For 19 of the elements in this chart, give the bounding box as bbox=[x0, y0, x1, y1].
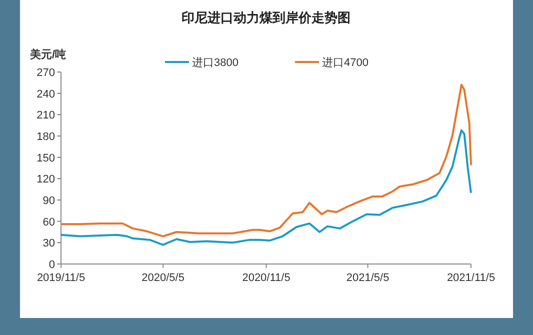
legend-label: 进口4700 bbox=[322, 56, 368, 69]
x-tick-label: 2020/11/5 bbox=[242, 272, 290, 284]
x-tick-label: 2021/11/5 bbox=[446, 272, 496, 284]
x-tick-label: 2019/11/5 bbox=[36, 272, 86, 284]
chart-title: 印尼进口动力煤到岸价走势图 bbox=[182, 10, 350, 25]
y-tick-label: 30 bbox=[42, 238, 55, 250]
y-tick-label: 180 bbox=[36, 131, 55, 143]
x-tick-label: 2020/5/5 bbox=[142, 272, 184, 284]
y-tick-label: 150 bbox=[36, 152, 55, 164]
y-tick-label: 90 bbox=[42, 195, 55, 207]
x-tick-label: 2021/5/5 bbox=[346, 272, 390, 284]
y-tick-label: 60 bbox=[42, 216, 55, 228]
y-tick-label: 240 bbox=[36, 88, 55, 100]
legend-label: 进口3800 bbox=[192, 56, 238, 69]
y-tick-label: 210 bbox=[36, 110, 55, 122]
y-axis-title: 美元/吨 bbox=[29, 48, 66, 61]
y-tick-label: 120 bbox=[36, 174, 55, 186]
y-tick-label: 0 bbox=[48, 259, 55, 271]
y-tick-label: 270 bbox=[36, 67, 55, 79]
